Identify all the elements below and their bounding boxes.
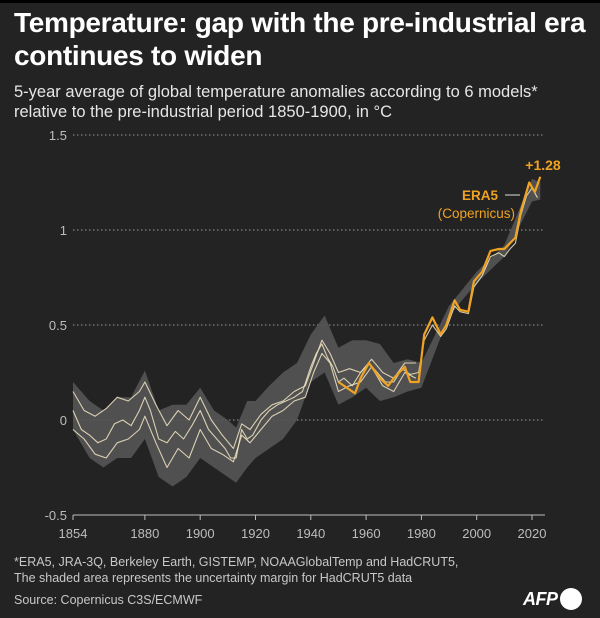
x-tick-label: 1900 xyxy=(186,526,215,541)
x-tick-label: 2020 xyxy=(518,526,547,541)
model-line xyxy=(72,352,417,469)
x-tick-label: 2000 xyxy=(462,526,491,541)
era5-label: ERA5 xyxy=(462,188,499,203)
x-tick-label: 1960 xyxy=(352,526,381,541)
afp-logo-circle xyxy=(559,588,582,610)
chart-subtitle: 5-year average of global temperature ano… xyxy=(14,83,538,121)
top-bar xyxy=(0,0,600,3)
x-tick-label: 1920 xyxy=(241,526,270,541)
y-tick-label: 0 xyxy=(60,413,67,428)
source-text: Source: Copernicus C3S/ECMWF xyxy=(14,593,203,607)
chart-title: Temperature: gap with the pre-industrial… xyxy=(14,7,586,71)
y-tick-label: -0.5 xyxy=(45,508,67,523)
y-tick-label: 0.5 xyxy=(49,318,67,333)
era5-sublabel: (Copernicus) xyxy=(438,206,515,221)
model-line xyxy=(72,339,416,450)
afp-logo: AFP xyxy=(523,588,582,610)
x-tick-label: 1854 xyxy=(59,526,88,541)
x-tick-label: 1880 xyxy=(130,526,159,541)
footnote-models: *ERA5, JRA-3Q, Berkeley Earth, GISTEMP, … xyxy=(14,555,459,569)
y-tick-label: 1.5 xyxy=(49,128,67,143)
footnote-shading: The shaded area represents the uncertain… xyxy=(14,571,413,585)
y-tick-label: 1 xyxy=(60,223,67,238)
era5-line xyxy=(337,176,542,395)
last-value-label: +1.28 xyxy=(525,157,561,173)
x-tick-label: 1940 xyxy=(296,526,325,541)
afp-logo-text: AFP xyxy=(523,588,558,609)
uncertainty-band xyxy=(73,178,541,487)
x-tick-label: 1980 xyxy=(407,526,436,541)
footnote: *ERA5, JRA-3Q, Berkeley Earth, GISTEMP, … xyxy=(14,554,458,586)
